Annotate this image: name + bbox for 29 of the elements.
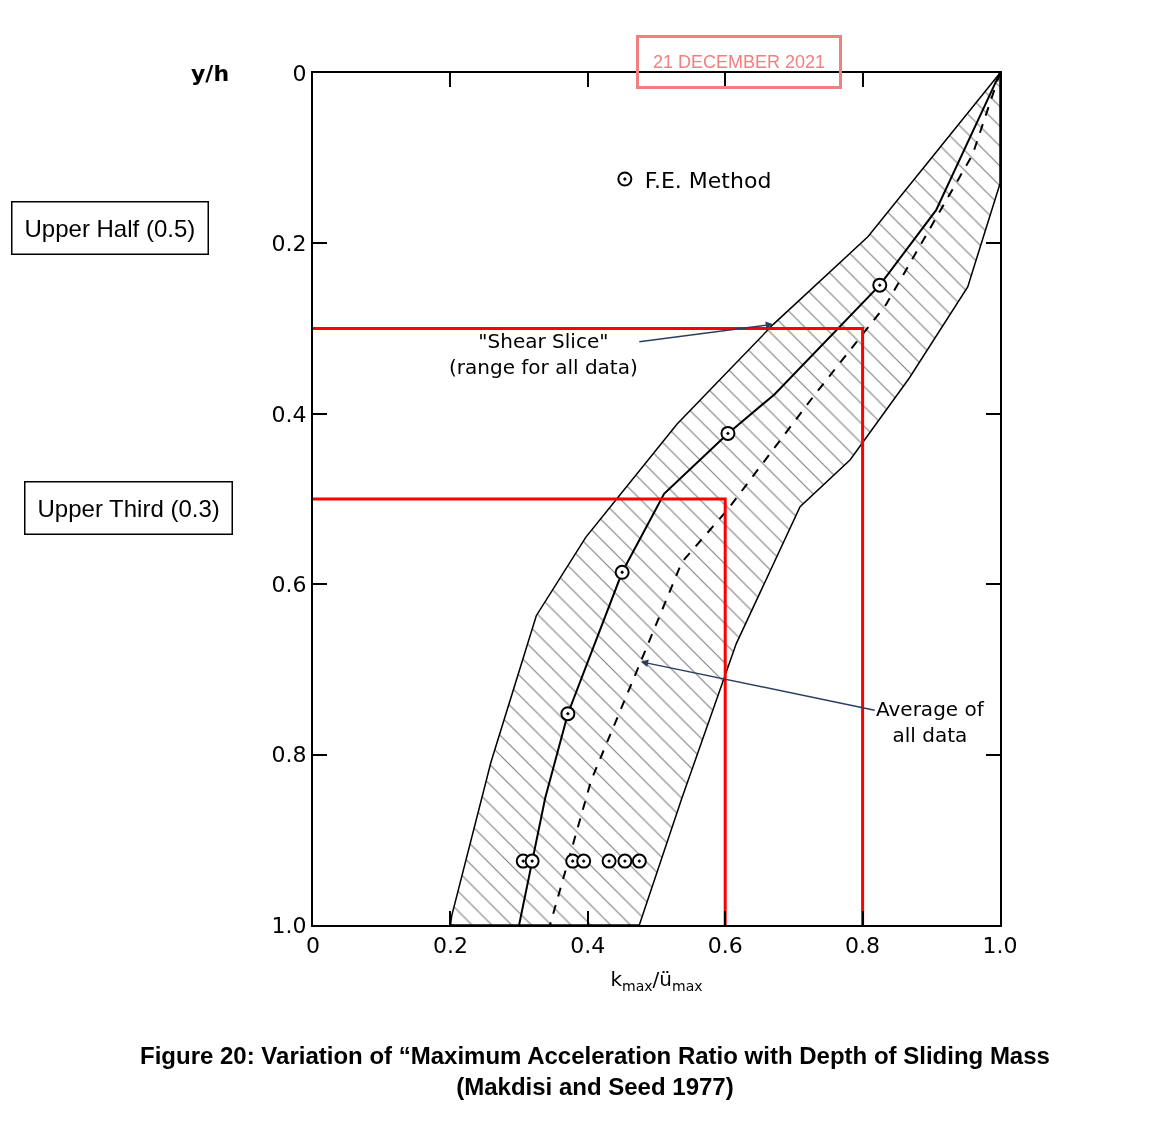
text: 21 DECEMBER 2021 bbox=[653, 52, 826, 72]
y-tick-label: 1.0 bbox=[271, 912, 307, 938]
point bbox=[601, 853, 617, 869]
point bbox=[560, 706, 576, 722]
point bbox=[614, 564, 630, 580]
y-tick-label: 0.8 bbox=[271, 742, 307, 768]
y-tick-label: 0.6 bbox=[271, 571, 307, 597]
text: Figure 20: Variation of “Maximum Acceleration Ratio with Depth of Sliding Mass (Makdisi and Seed 1977) bbox=[140, 1042, 1050, 1101]
y-axis-title: y/h bbox=[191, 61, 230, 86]
annotation: Average of all data bbox=[876, 697, 985, 747]
text: Upper Half (0.5) bbox=[24, 214, 196, 242]
y-tick-label: 0.4 bbox=[271, 401, 307, 427]
y-tick-label: 0.2 bbox=[271, 231, 307, 257]
x-axis-title: k$_{max}$/ü$_{max}$ bbox=[610, 967, 703, 994]
x-tick-label: 0.2 bbox=[432, 933, 468, 959]
point bbox=[631, 853, 647, 869]
x-tick-label: 1.0 bbox=[982, 933, 1018, 959]
y-tick-label: 0 bbox=[292, 60, 307, 86]
point bbox=[524, 853, 540, 869]
x-tick-label: 0.6 bbox=[707, 933, 743, 959]
legend-label: F.E. Method bbox=[644, 167, 772, 193]
text: Upper Third (0.3) bbox=[37, 494, 220, 522]
point bbox=[872, 277, 888, 293]
point bbox=[576, 853, 592, 869]
point bbox=[720, 425, 736, 441]
x-tick-label: 0.4 bbox=[570, 933, 606, 959]
x-tick-label: 0.8 bbox=[845, 933, 881, 959]
annotation: "Shear Slice" (range for all data) bbox=[449, 329, 638, 379]
point bbox=[617, 853, 633, 869]
